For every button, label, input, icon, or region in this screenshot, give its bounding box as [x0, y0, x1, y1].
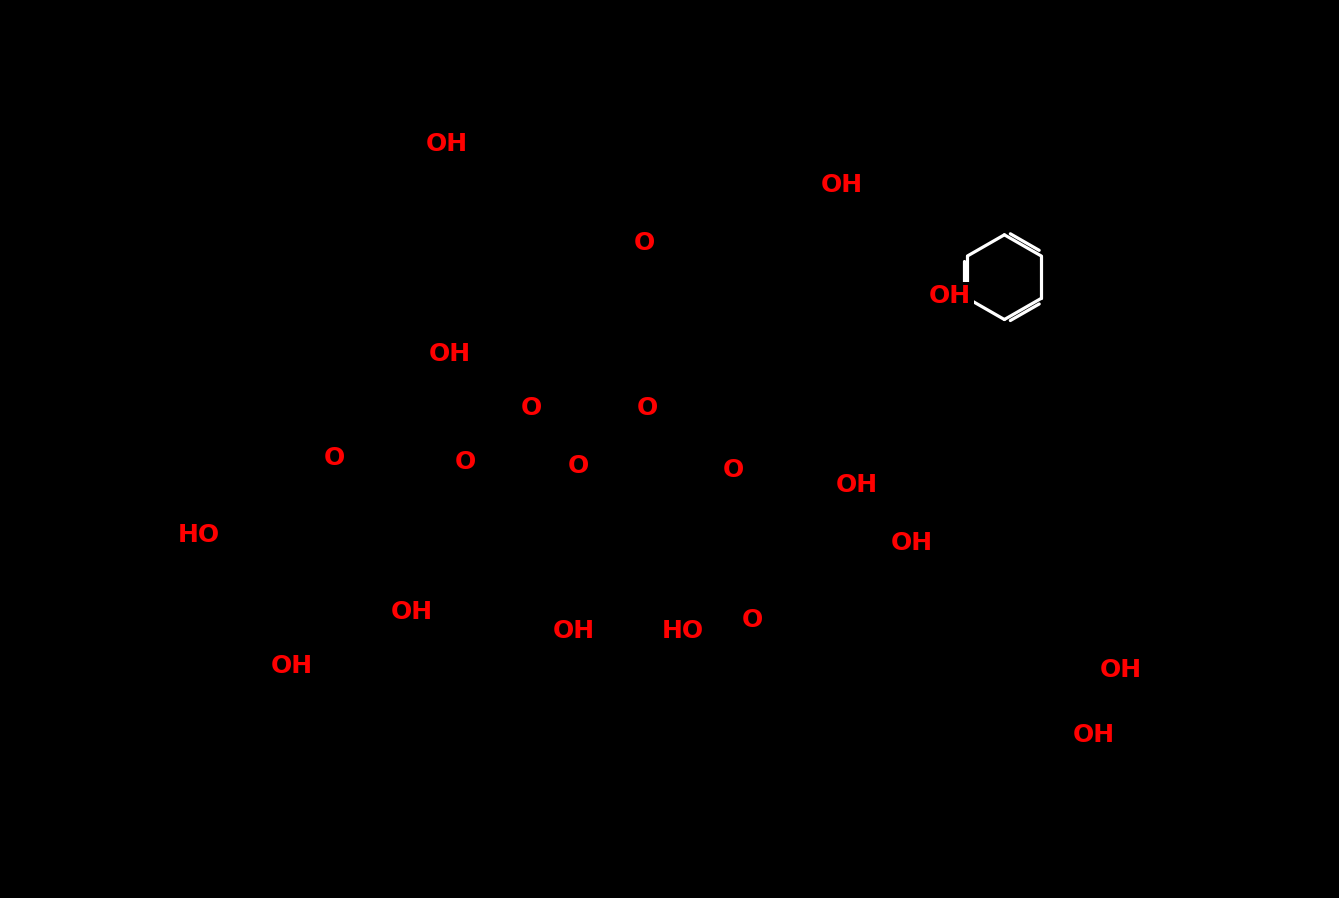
Text: OH: OH: [929, 285, 971, 308]
Text: OH: OH: [426, 132, 467, 156]
Text: O: O: [633, 231, 655, 254]
Text: OH: OH: [430, 342, 471, 366]
Text: HO: HO: [661, 620, 704, 643]
Text: O: O: [723, 458, 743, 481]
Text: OH: OH: [890, 531, 932, 555]
Text: OH: OH: [1073, 723, 1114, 747]
Text: O: O: [521, 396, 542, 420]
Text: O: O: [637, 396, 659, 420]
Text: OH: OH: [1099, 658, 1142, 682]
Text: O: O: [568, 453, 589, 478]
Text: OH: OH: [836, 473, 878, 497]
Text: HO: HO: [177, 524, 220, 547]
Text: OH: OH: [270, 654, 312, 678]
Text: O: O: [455, 450, 477, 474]
Text: O: O: [324, 446, 344, 471]
Text: OH: OH: [821, 172, 862, 197]
Text: OH: OH: [553, 620, 596, 643]
Text: O: O: [742, 608, 763, 632]
Text: OH: OH: [391, 600, 432, 624]
